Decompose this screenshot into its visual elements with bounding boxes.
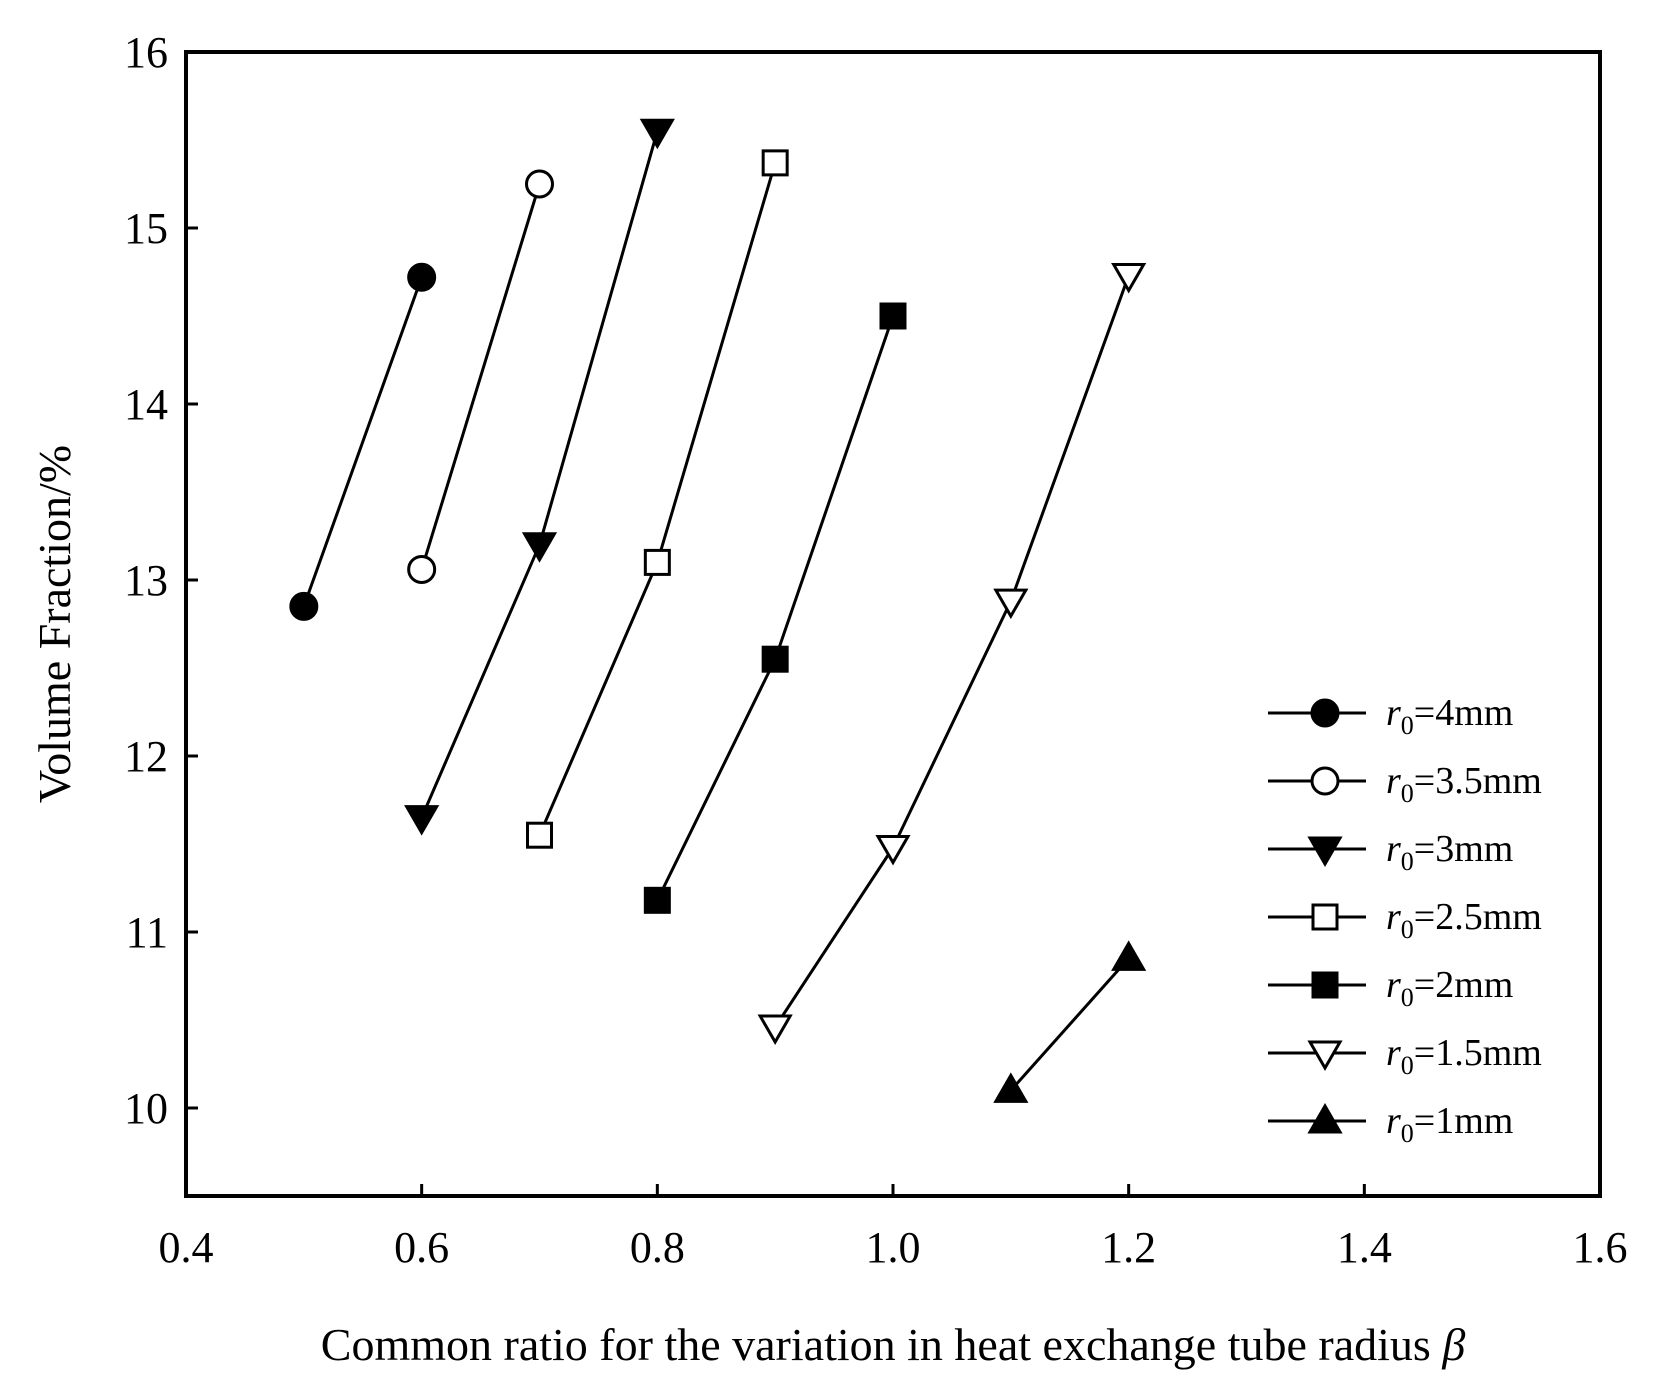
series-6: [757, 263, 1147, 1046]
legend-marker: [1310, 698, 1340, 728]
series-line: [420, 130, 659, 819]
data-point: [289, 591, 319, 621]
legend-label: r0=1mm: [1386, 1100, 1513, 1148]
x-tick-label: 0.6: [394, 1223, 449, 1272]
series-1: [289, 262, 437, 621]
x-tick-label: 1.6: [1573, 1223, 1628, 1272]
axis-ticks: 0.4 0.6 0.8 1.0 1.2 1.4 1.6 10 11 12 13 14 15 16: [124, 28, 1628, 1272]
y-tick-label: 11: [126, 908, 168, 957]
series-line: [302, 276, 424, 607]
data-point: [875, 835, 911, 866]
series-layer: [289, 118, 1147, 1103]
data-point: [639, 118, 675, 150]
legend-marker: [1311, 903, 1339, 931]
data-point: [1111, 940, 1147, 971]
data-point: [407, 554, 437, 584]
y-tick-label: 15: [124, 204, 168, 253]
series-4: [526, 149, 789, 849]
data-point: [761, 645, 789, 673]
y-tick-label: 10: [124, 1084, 168, 1133]
series-line: [1009, 957, 1130, 1092]
legend-label: r0=3.5mm: [1386, 760, 1542, 808]
x-tick-label: 1.2: [1101, 1223, 1156, 1272]
series-line: [773, 275, 1131, 1028]
legend-marker: [1307, 1102, 1343, 1134]
legend-marker: [1307, 836, 1343, 868]
legend-item: r0=4mm: [1268, 692, 1513, 740]
x-tick-label: 0.8: [630, 1223, 685, 1272]
legend-label: r0=1.5mm: [1386, 1032, 1542, 1080]
legend: r0=4mm r0=3.5mm r0=3mm r0=2.5mm r0=2mm r0=1.5…: [1268, 692, 1542, 1148]
y-tick-label: 12: [124, 732, 168, 781]
series-7: [993, 940, 1147, 1103]
plot-frame: [184, 50, 1602, 1198]
legend-label: r0=3mm: [1386, 828, 1513, 876]
data-point: [993, 588, 1029, 620]
legend-label: r0=2mm: [1386, 964, 1513, 1012]
data-point: [521, 532, 558, 563]
y-tick-label: 13: [124, 556, 168, 605]
x-tick-label: 1.0: [866, 1223, 921, 1272]
y-axis-title: Volume Fraction/%: [29, 445, 80, 803]
x-axis-title: Common ratio for the variation in heat e…: [321, 1319, 1466, 1370]
legend-item: r0=3.5mm: [1268, 760, 1542, 808]
x-tick-label: 1.4: [1337, 1223, 1392, 1272]
series-line: [420, 183, 541, 570]
data-point: [757, 1014, 793, 1046]
y-tick-label: 14: [124, 380, 168, 429]
series-3: [404, 118, 675, 836]
data-point: [761, 149, 789, 177]
data-point: [993, 1072, 1029, 1103]
data-point: [526, 821, 553, 849]
legend-marker: [1307, 1040, 1343, 1072]
data-point: [643, 886, 671, 914]
series-line: [655, 315, 895, 901]
legend-item: r0=2.5mm: [1268, 896, 1542, 944]
legend-item: r0=3mm: [1268, 828, 1513, 876]
legend-label: r0=2.5mm: [1386, 896, 1542, 944]
series-5: [643, 302, 907, 914]
legend-label: r0=4mm: [1386, 692, 1513, 740]
x-tick-label: 0.4: [159, 1223, 214, 1272]
data-point: [1111, 263, 1147, 294]
data-point: [525, 169, 554, 199]
legend-marker: [1310, 766, 1340, 796]
legend-item: r0=2mm: [1268, 964, 1513, 1012]
legend-item: r0=1mm: [1268, 1100, 1513, 1148]
legend-item: r0=1.5mm: [1268, 1032, 1542, 1080]
data-point: [404, 805, 440, 836]
data-point: [407, 262, 437, 292]
legend-marker: [1311, 971, 1339, 999]
y-tick-label: 16: [124, 28, 168, 77]
series-2: [407, 169, 554, 584]
data-point: [879, 302, 907, 330]
data-point: [643, 548, 671, 576]
